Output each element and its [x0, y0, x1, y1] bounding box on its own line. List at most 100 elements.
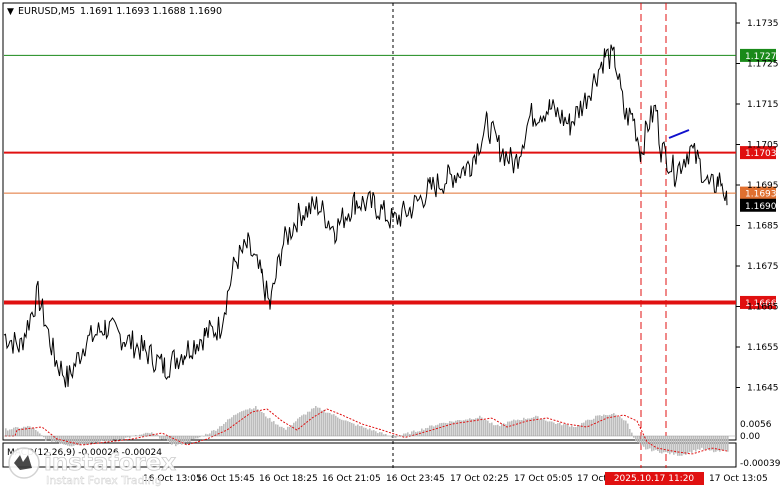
macd-hist-bar: [89, 436, 91, 444]
macd-hist-bar: [507, 422, 509, 436]
macd-hist-bar: [167, 436, 169, 440]
macd-hist-bar: [47, 436, 49, 439]
macd-hist-bar: [599, 415, 601, 436]
macd-hist-bar: [641, 436, 643, 445]
macd-hist-bar: [107, 436, 109, 441]
macd-hist-bar: [629, 429, 631, 436]
macd-hist-bar: [569, 427, 571, 436]
macd-hist-bar: [449, 421, 451, 436]
macd-hist-bar: [705, 436, 707, 449]
macd-hist-bar: [331, 414, 333, 436]
macd-hist-bar: [427, 428, 429, 436]
macd-hist-bar: [185, 436, 187, 442]
macd-hist-bar: [223, 424, 225, 436]
price-tick-label: 1.1675: [747, 262, 779, 272]
macd-hist-bar: [273, 421, 275, 436]
macd-hist-bar: [529, 419, 531, 436]
macd-hist-bar: [725, 436, 727, 450]
macd-hist-bar: [493, 425, 495, 436]
macd-hist-bar: [513, 420, 515, 436]
macd-hist-bar: [361, 426, 363, 436]
level-tag-label: 1.1693: [745, 190, 777, 200]
macd-hist-bar: [307, 412, 309, 436]
macd-hist-bar: [323, 410, 325, 436]
macd-hist-bar: [377, 433, 379, 436]
macd-hist-bar: [119, 436, 121, 439]
macd-hist-bar: [161, 436, 163, 439]
macd-hist-bar: [329, 413, 331, 436]
macd-hist-bar: [703, 436, 705, 450]
macd-hist-bar: [311, 409, 313, 436]
macd-hist-bar: [407, 432, 409, 436]
macd-hist-bar: [559, 423, 561, 436]
macd-hist-bar: [437, 425, 439, 436]
macd-hist-bar: [313, 408, 315, 436]
macd-hist-bar: [257, 409, 259, 436]
macd-hist-bar: [603, 415, 605, 436]
macd-tick-top: 0.0056: [740, 420, 772, 430]
time-label: 17 Oct 05:05: [514, 474, 573, 484]
macd-hist-bar: [579, 425, 581, 436]
menu-arrow-icon[interactable]: ▼: [7, 7, 14, 17]
macd-hist-bar: [643, 436, 645, 447]
macd-hist-bar: [239, 412, 241, 436]
macd-hist-bar: [255, 406, 257, 436]
macd-hist-bar: [721, 436, 723, 450]
macd-hist-bar: [335, 416, 337, 436]
macd-hist-bar: [677, 436, 679, 456]
macd-hist-bar: [129, 436, 131, 438]
macd-hist-bar: [375, 431, 377, 436]
price-tick-label: 1.1655: [747, 343, 779, 353]
macd-hist-bar: [571, 425, 573, 436]
macd-hist-bar: [669, 436, 671, 454]
macd-hist-bar: [91, 436, 93, 443]
macd-hist-bar: [305, 415, 307, 436]
macd-hist-bar: [9, 429, 11, 436]
macd-hist-bar: [479, 416, 481, 436]
macd-hist-bar: [177, 436, 179, 445]
macd-tick-zero: 0.00: [740, 432, 760, 442]
macd-hist-bar: [143, 434, 145, 436]
macd-hist-bar: [395, 436, 397, 438]
macd-hist-bar: [639, 436, 641, 444]
macd-hist-bar: [689, 436, 691, 452]
macd-hist-bar: [723, 436, 725, 451]
macd-hist-bar: [171, 436, 173, 445]
price-tick-label: 1.1695: [747, 181, 779, 191]
macd-hist-bar: [225, 422, 227, 436]
macd-hist-bar: [483, 420, 485, 436]
macd-hist-bar: [517, 420, 519, 436]
macd-hist-bar: [351, 423, 353, 436]
time-label: 16 Oct 18:25: [259, 474, 318, 484]
highlighted-time: 2025.10.17 11:20: [614, 474, 695, 484]
macd-hist-bar: [245, 410, 247, 436]
macd-hist-bar: [175, 436, 177, 446]
macd-hist-bar: [81, 436, 83, 444]
macd-hist-bar: [381, 432, 383, 436]
macd-hist-bar: [587, 420, 589, 436]
macd-hist-bar: [627, 424, 629, 436]
macd-hist-bar: [291, 425, 293, 436]
macd-hist-bar: [481, 418, 483, 436]
macd-hist-bar: [485, 420, 487, 436]
macd-hist-bar: [105, 436, 107, 441]
price-tick-label: 1.1715: [747, 100, 779, 110]
macd-hist-bar: [35, 430, 37, 436]
macd-hist-bar: [73, 436, 75, 446]
macd-hist-bar: [593, 419, 595, 436]
macd-hist-bar: [491, 423, 493, 436]
macd-hist-bar: [267, 418, 269, 436]
time-label: 16 Oct 15:45: [196, 474, 255, 484]
macd-hist-bar: [195, 436, 197, 438]
price-tick-label: 1.1725: [747, 60, 779, 70]
macd-hist-bar: [33, 428, 35, 436]
macd-hist-bar: [365, 428, 367, 436]
macd-hist-bar: [299, 417, 301, 436]
macd-hist-bar: [39, 433, 41, 436]
macd-hist-bar: [509, 421, 511, 436]
macd-hist-bar: [539, 419, 541, 436]
macd-hist-bar: [523, 418, 525, 436]
macd-hist-bar: [213, 430, 215, 436]
